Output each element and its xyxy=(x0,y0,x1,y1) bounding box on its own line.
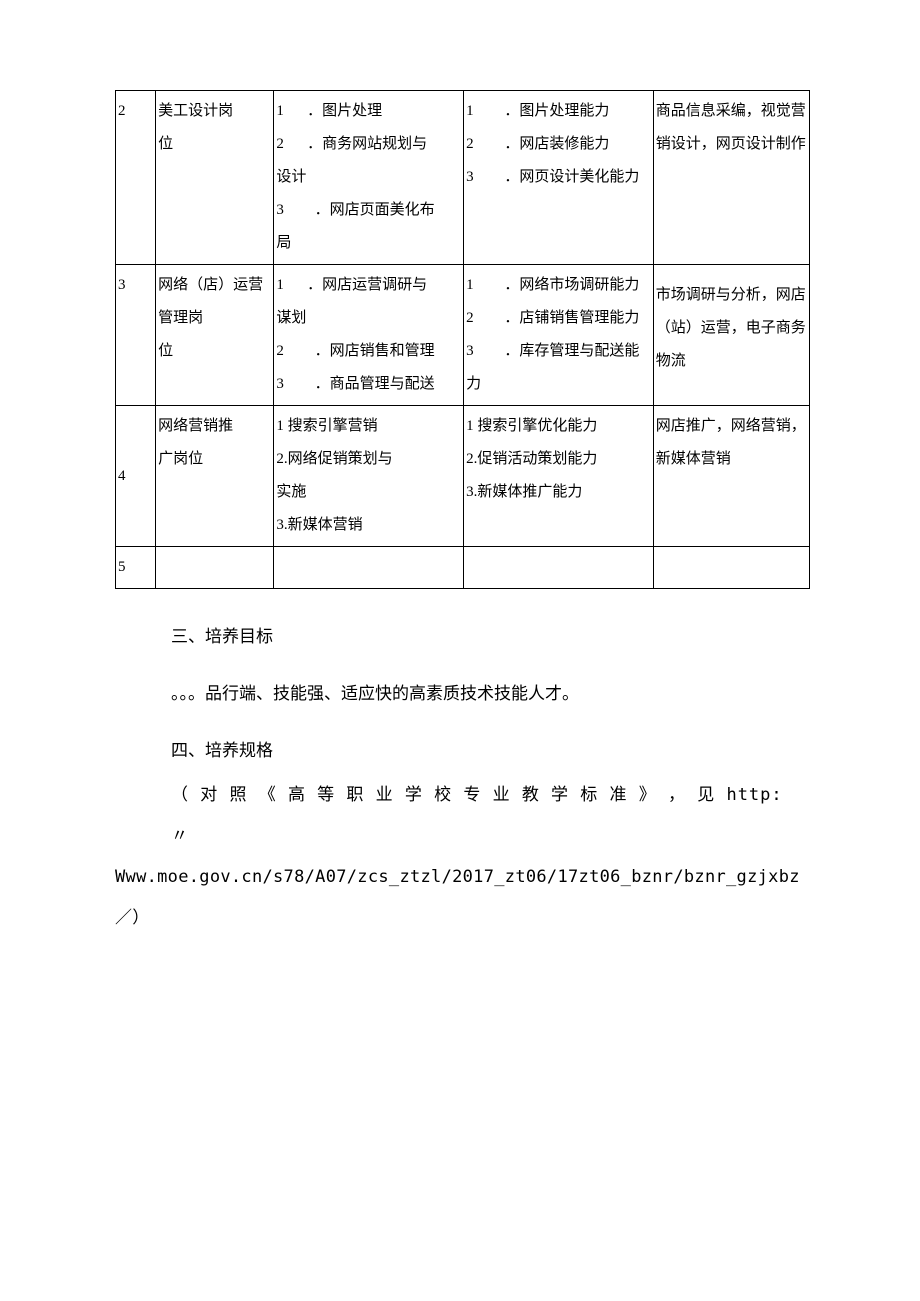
position-text: 网络（店）运营 xyxy=(158,269,271,302)
tasks-cell: 1 ．网店运营调研与 谋划 2 ．网店销售和管理 3 ．商品管理与配送 xyxy=(274,265,464,406)
section-body: 。。。品行端、技能强、适应快的高素质技术技能人才。 xyxy=(171,674,810,715)
list-text: ．网店装修能力 xyxy=(504,136,609,152)
position-text: 管理岗 xyxy=(158,302,271,335)
list-num: 1 xyxy=(276,269,288,302)
abilities-cell xyxy=(464,547,654,589)
list-text: ．图片处理能力 xyxy=(504,103,609,119)
abilities-cell: 1 ．图片处理能力 2 ．网店装修能力 3 ．网页设计美化能力 xyxy=(464,91,654,265)
list-num: 3 xyxy=(276,368,288,401)
section-body: （ 对 照 《 高 等 职 业 学 校 专 业 教 学 标 准 》 ， 见 ht… xyxy=(171,775,810,857)
position-text: 美工设计岗 xyxy=(158,95,271,128)
section-title: 四、培养规格 xyxy=(171,731,810,772)
position-text: 广岗位 xyxy=(158,443,271,476)
list-text: 力 xyxy=(466,376,481,392)
position-text: 网络营销推 xyxy=(158,410,271,443)
list-text: ．网店运营调研与 xyxy=(307,277,427,293)
list-text: ．网店销售和管理 xyxy=(315,343,435,359)
tasks-cell: 1 搜索引擎营销 2.网络促销策划与 实施 3.新媒体营销 xyxy=(274,406,464,547)
job-capability-table: 2 美工设计岗 位 1 ．图片处理 2 ．商务网站规划与 设计 3 ．网店页面美… xyxy=(115,90,810,589)
list-text: 2.网络促销策划与 xyxy=(276,443,461,476)
list-text: ．商务网站规划与 xyxy=(307,136,427,152)
list-num: 2 xyxy=(466,128,478,161)
list-num: 3 xyxy=(276,194,288,227)
list-num: 1 xyxy=(466,95,478,128)
list-num: 3 xyxy=(466,161,478,194)
list-text: ．网店页面美化布 xyxy=(315,202,435,218)
courses-cell xyxy=(653,547,809,589)
list-text: ．网络市场调研能力 xyxy=(504,277,639,293)
courses-cell: 商品信息采编，视觉营销设计，网页设计制作 xyxy=(653,91,809,265)
list-text: 2.促销活动策划能力 xyxy=(466,443,651,476)
courses-cell: 市场调研与分析，网店（站）运营，电子商务物流 xyxy=(653,265,809,406)
position-cell: 美工设计岗 位 xyxy=(156,91,274,265)
body-text: 三、培养目标 。。。品行端、技能强、适应快的高素质技术技能人才。 四、培养规格 … xyxy=(115,617,810,939)
section-body: Www.moe.gov.cn/s78/A07/zcs_ztzl/2017_zt0… xyxy=(115,857,810,939)
list-num: 2 xyxy=(276,335,288,368)
list-num: 2 xyxy=(466,302,478,335)
list-text: ．商品管理与配送 xyxy=(315,376,435,392)
list-text: 1 搜索引擎营销 xyxy=(276,410,461,443)
list-text: ．店铺销售管理能力 xyxy=(504,310,639,326)
table-row: 2 美工设计岗 位 1 ．图片处理 2 ．商务网站规划与 设计 3 ．网店页面美… xyxy=(116,91,810,265)
position-cell xyxy=(156,547,274,589)
table-row: 4 网络营销推 广岗位 1 搜索引擎营销 2.网络促销策划与 实施 3.新媒体营… xyxy=(116,406,810,547)
list-text: 设计 xyxy=(276,169,306,185)
list-text: ．网页设计美化能力 xyxy=(504,169,639,185)
list-text: ．图片处理 xyxy=(307,103,382,119)
list-text: 实施 xyxy=(276,476,461,509)
row-number: 2 xyxy=(116,91,156,265)
abilities-cell: 1 ．网络市场调研能力 2 ．店铺销售管理能力 3 ．库存管理与配送能 力 xyxy=(464,265,654,406)
table-row: 3 网络（店）运营 管理岗 位 1 ．网店运营调研与 谋划 2 ．网店销售和管理… xyxy=(116,265,810,406)
list-num: 3 xyxy=(466,335,478,368)
list-text: 3.新媒体营销 xyxy=(276,509,461,542)
list-text: 谋划 xyxy=(276,310,306,326)
position-text: 位 xyxy=(158,128,271,161)
position-cell: 网络（店）运营 管理岗 位 xyxy=(156,265,274,406)
list-text: 局 xyxy=(276,235,291,251)
tasks-cell: 1 ．图片处理 2 ．商务网站规划与 设计 3 ．网店页面美化布 局 xyxy=(274,91,464,265)
list-num: 2 xyxy=(276,128,288,161)
list-text: 3.新媒体推广能力 xyxy=(466,476,651,509)
list-text: ．库存管理与配送能 xyxy=(504,343,639,359)
abilities-cell: 1 搜索引擎优化能力 2.促销活动策划能力 3.新媒体推广能力 xyxy=(464,406,654,547)
list-text: 1 搜索引擎优化能力 xyxy=(466,410,651,443)
position-text: 位 xyxy=(158,335,271,368)
table-row: 5 xyxy=(116,547,810,589)
row-number: 4 xyxy=(116,406,156,547)
list-num: 1 xyxy=(276,95,288,128)
document-page: 2 美工设计岗 位 1 ．图片处理 2 ．商务网站规划与 设计 3 ．网店页面美… xyxy=(0,0,920,939)
position-cell: 网络营销推 广岗位 xyxy=(156,406,274,547)
tasks-cell xyxy=(274,547,464,589)
row-number: 3 xyxy=(116,265,156,406)
list-num: 1 xyxy=(466,269,478,302)
courses-cell: 网店推广，网络营销，新媒体营销 xyxy=(653,406,809,547)
section-title: 三、培养目标 xyxy=(171,617,810,658)
row-number: 5 xyxy=(116,547,156,589)
